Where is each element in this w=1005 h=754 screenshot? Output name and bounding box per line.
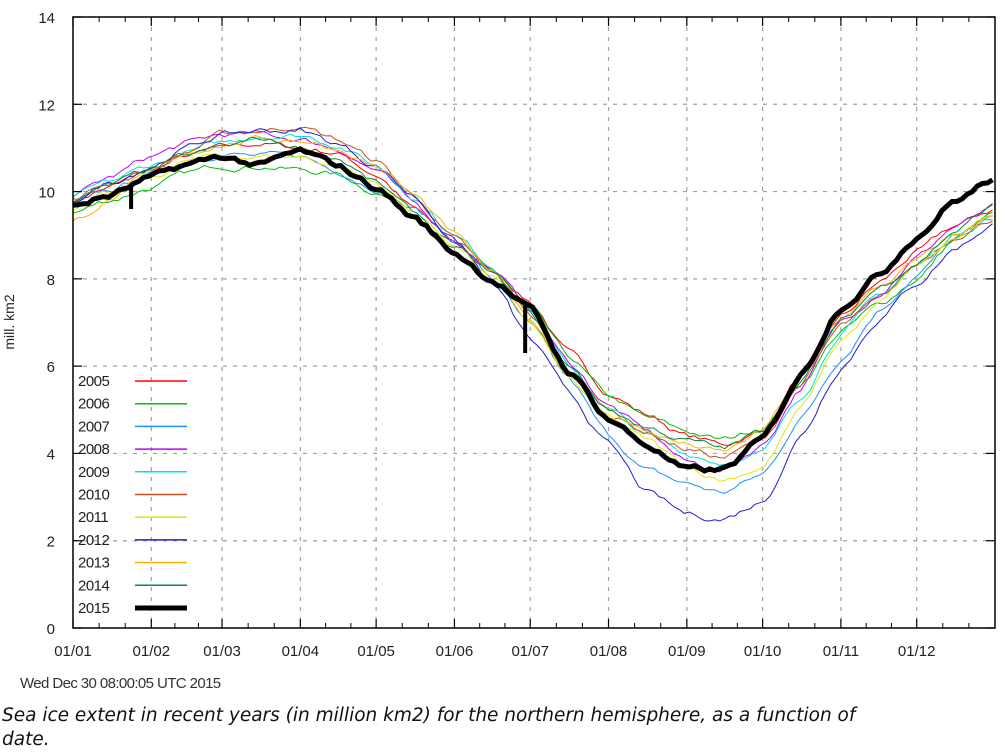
y-tick-label: 12 xyxy=(38,97,55,114)
legend-label-2011: 2011 xyxy=(78,509,108,526)
y-tick-label: 4 xyxy=(47,446,55,463)
legend-label-2013: 2013 xyxy=(78,555,110,572)
legend-label-2015: 2015 xyxy=(78,600,110,617)
x-tick-label: 01/12 xyxy=(898,643,936,660)
series-line-2013 xyxy=(72,134,993,452)
x-tick-label: 01/05 xyxy=(357,643,395,660)
sea-ice-chart: 0 2 4 6 8 10 12 14 01/01 01/02 01/03 01/04 01/05 01/0… xyxy=(1,10,996,660)
y-tick-label: 8 xyxy=(47,272,55,289)
series-line-2009 xyxy=(72,133,993,466)
legend-label-2008: 2008 xyxy=(78,441,110,458)
y-tick-label: 0 xyxy=(47,621,55,638)
y-axis-label: mill. km2 xyxy=(1,294,17,349)
x-tick-label: 01/06 xyxy=(436,643,474,660)
x-tick-label: 01/01 xyxy=(54,643,92,660)
x-tick-label: 01/04 xyxy=(282,643,320,660)
series-line-2014 xyxy=(72,136,993,450)
legend-label-2006: 2006 xyxy=(78,396,110,413)
figure-caption: Sea ice extent in recent years (in milli… xyxy=(2,705,856,750)
legend-label-2012: 2012 xyxy=(78,532,110,549)
x-tick-label: 01/02 xyxy=(133,643,171,660)
x-tick-label: 01/08 xyxy=(590,643,628,660)
legend: 2005 2006 2007 2008 2009 2010 2011 2012 2013 2014… xyxy=(78,373,187,617)
legend-label-2009: 2009 xyxy=(78,464,110,481)
legend-label-2007: 2007 xyxy=(78,418,110,435)
x-tick-label: 01/07 xyxy=(511,643,549,660)
series-line-2012 xyxy=(72,127,993,522)
y-tick-label: 2 xyxy=(47,534,55,551)
legend-label-2010: 2010 xyxy=(78,487,110,504)
x-tick-label: 01/11 xyxy=(823,643,859,660)
x-tick-label: 01/09 xyxy=(668,643,706,660)
series-line-2005 xyxy=(72,141,993,446)
y-tick-label: 10 xyxy=(38,185,55,202)
timestamp: Wed Dec 30 08:00:05 UTC 2015 xyxy=(20,675,221,692)
y-tick-label: 6 xyxy=(47,359,55,376)
y-tick-label: 14 xyxy=(38,10,55,27)
legend-label-2014: 2014 xyxy=(78,577,110,594)
x-tick-label: 01/03 xyxy=(203,643,241,660)
x-tick-label: 01/10 xyxy=(744,643,782,660)
series-group xyxy=(72,126,994,522)
grid xyxy=(73,17,995,628)
series-line-2015 xyxy=(72,146,994,474)
axes: 0 2 4 6 8 10 12 14 01/01 01/02 01/03 01/04 01/05 01/0… xyxy=(38,10,996,660)
legend-label-2005: 2005 xyxy=(78,373,110,390)
plot-frame xyxy=(72,16,996,629)
series-line-2010 xyxy=(72,126,993,459)
